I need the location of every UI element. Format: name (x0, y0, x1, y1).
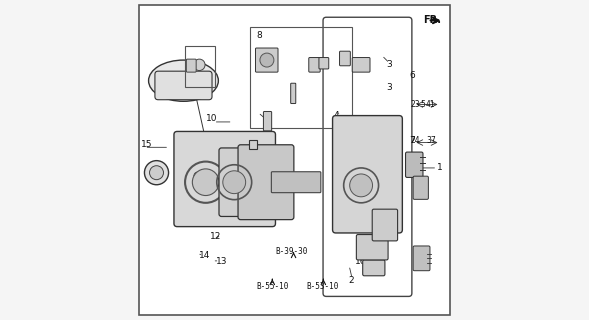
FancyBboxPatch shape (139, 4, 450, 316)
FancyBboxPatch shape (333, 116, 402, 233)
Circle shape (194, 172, 201, 180)
Text: 41: 41 (426, 100, 436, 109)
Circle shape (223, 171, 246, 194)
Text: 3: 3 (386, 60, 392, 69)
Circle shape (150, 166, 164, 180)
FancyBboxPatch shape (406, 152, 423, 178)
Text: 7: 7 (409, 136, 415, 146)
FancyBboxPatch shape (309, 58, 320, 72)
Text: 12: 12 (210, 232, 221, 241)
FancyBboxPatch shape (238, 145, 294, 220)
Text: B-39-30: B-39-30 (275, 247, 307, 257)
FancyBboxPatch shape (272, 172, 321, 193)
Text: 3: 3 (386, 83, 392, 92)
FancyBboxPatch shape (186, 59, 196, 72)
FancyBboxPatch shape (256, 48, 278, 72)
Text: 9: 9 (231, 152, 237, 161)
FancyBboxPatch shape (363, 260, 385, 276)
FancyBboxPatch shape (155, 71, 212, 100)
FancyBboxPatch shape (413, 246, 430, 271)
Text: 15: 15 (141, 140, 153, 148)
Circle shape (193, 169, 219, 196)
Text: 4: 4 (333, 111, 339, 120)
FancyBboxPatch shape (372, 209, 398, 241)
Text: 5: 5 (421, 100, 426, 109)
FancyBboxPatch shape (356, 235, 388, 260)
FancyBboxPatch shape (263, 111, 272, 131)
FancyBboxPatch shape (319, 58, 329, 69)
Text: 37: 37 (426, 136, 436, 146)
Text: 6: 6 (409, 71, 415, 80)
Text: 1: 1 (437, 164, 443, 172)
Text: 11: 11 (247, 173, 259, 182)
Ellipse shape (148, 60, 219, 101)
Text: 14: 14 (199, 251, 211, 260)
Text: B-55-10: B-55-10 (256, 282, 289, 292)
FancyBboxPatch shape (249, 140, 257, 149)
Circle shape (144, 161, 168, 185)
Circle shape (194, 59, 205, 70)
Text: 8: 8 (257, 31, 263, 40)
Text: 23: 23 (411, 100, 421, 109)
FancyBboxPatch shape (219, 148, 269, 216)
Text: 2: 2 (349, 276, 355, 285)
FancyBboxPatch shape (352, 58, 370, 72)
FancyBboxPatch shape (291, 83, 296, 104)
Text: ●B-55-10: ●B-55-10 (254, 178, 291, 187)
Text: 13: 13 (216, 257, 227, 266)
FancyBboxPatch shape (413, 176, 428, 199)
Text: B-53-10: B-53-10 (307, 282, 339, 292)
Text: 16: 16 (355, 257, 367, 266)
Circle shape (260, 53, 274, 67)
Circle shape (350, 174, 372, 197)
Text: 17: 17 (204, 135, 215, 144)
Text: 24: 24 (411, 136, 421, 146)
Text: ●B-55-10: ●B-55-10 (254, 176, 290, 185)
Text: FR.: FR. (423, 15, 441, 25)
Text: 10: 10 (206, 114, 218, 123)
FancyBboxPatch shape (174, 132, 276, 227)
FancyBboxPatch shape (339, 51, 350, 66)
